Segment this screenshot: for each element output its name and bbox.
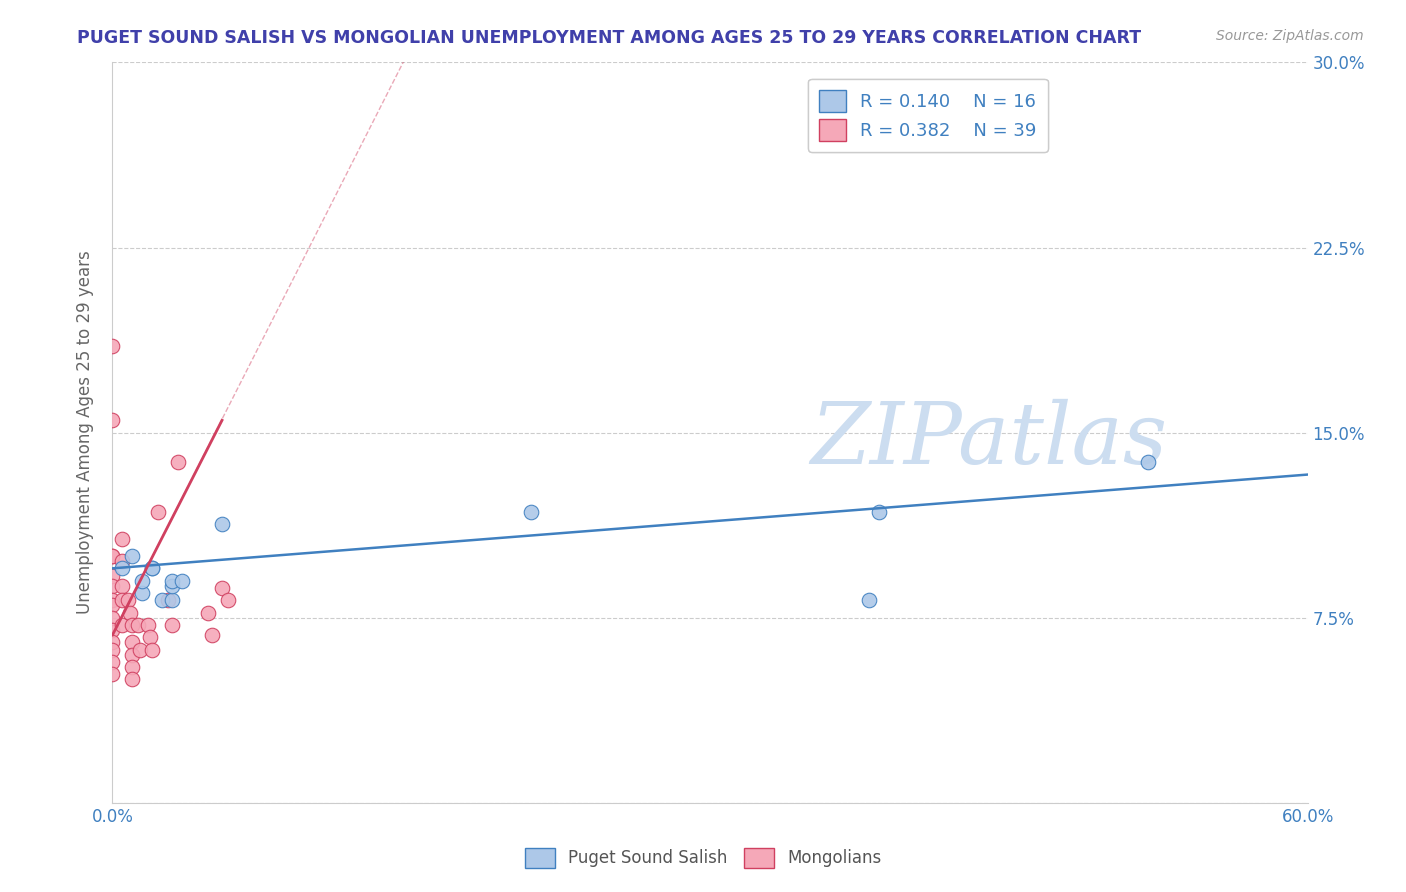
- Legend: R = 0.140    N = 16, R = 0.382    N = 39: R = 0.140 N = 16, R = 0.382 N = 39: [808, 78, 1047, 152]
- Point: [520, 505, 543, 519]
- Point: [117, 593, 139, 607]
- Point: [127, 618, 149, 632]
- Point: [111, 593, 134, 607]
- Point: [197, 606, 219, 620]
- Point: [162, 574, 183, 588]
- Point: [162, 618, 183, 632]
- Legend: Puget Sound Salish, Mongolians: Puget Sound Salish, Mongolians: [517, 841, 889, 875]
- Point: [162, 579, 183, 593]
- Point: [101, 549, 124, 563]
- Point: [101, 579, 124, 593]
- Point: [211, 516, 233, 531]
- Point: [111, 554, 134, 568]
- Point: [167, 455, 190, 469]
- Point: [121, 660, 143, 674]
- Point: [111, 532, 134, 546]
- Text: ZIPatlas: ZIPatlas: [810, 399, 1167, 482]
- Point: [111, 561, 134, 575]
- Point: [101, 599, 124, 613]
- Text: Source: ZipAtlas.com: Source: ZipAtlas.com: [1216, 29, 1364, 43]
- Point: [131, 574, 153, 588]
- Point: [101, 568, 124, 582]
- Point: [858, 593, 880, 607]
- Point: [101, 339, 124, 353]
- Point: [157, 593, 180, 607]
- Point: [138, 618, 160, 632]
- Y-axis label: Unemployment Among Ages 25 to 29 years: Unemployment Among Ages 25 to 29 years: [76, 251, 94, 615]
- Point: [1137, 455, 1160, 469]
- Point: [121, 648, 143, 662]
- Point: [111, 618, 134, 632]
- Text: PUGET SOUND SALISH VS MONGOLIAN UNEMPLOYMENT AMONG AGES 25 TO 29 YEARS CORRELATI: PUGET SOUND SALISH VS MONGOLIAN UNEMPLOY…: [77, 29, 1142, 46]
- Point: [101, 642, 124, 657]
- Point: [101, 635, 124, 649]
- Point: [101, 549, 124, 563]
- Point: [101, 623, 124, 637]
- Point: [141, 561, 163, 575]
- Point: [121, 635, 143, 649]
- Point: [121, 673, 143, 687]
- Point: [217, 593, 239, 607]
- Point: [101, 655, 124, 669]
- Point: [131, 586, 153, 600]
- Point: [101, 610, 124, 624]
- Point: [120, 606, 142, 620]
- Point: [141, 642, 163, 657]
- Point: [201, 628, 224, 642]
- Point: [101, 413, 124, 427]
- Point: [111, 579, 134, 593]
- Point: [121, 618, 143, 632]
- Point: [162, 593, 183, 607]
- Point: [141, 561, 163, 575]
- Point: [211, 581, 233, 595]
- Point: [150, 593, 173, 607]
- Point: [101, 667, 124, 681]
- Point: [139, 631, 162, 645]
- Point: [121, 549, 143, 563]
- Point: [868, 505, 890, 519]
- Point: [129, 642, 152, 657]
- Point: [101, 593, 124, 607]
- Point: [172, 574, 194, 588]
- Point: [148, 505, 170, 519]
